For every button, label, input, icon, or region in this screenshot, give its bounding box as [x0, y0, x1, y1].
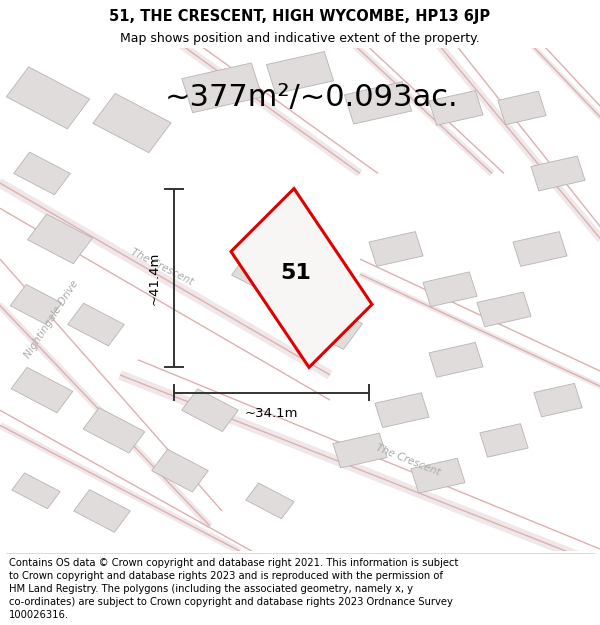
- Polygon shape: [14, 152, 70, 195]
- Polygon shape: [152, 449, 208, 492]
- Polygon shape: [10, 284, 62, 324]
- Polygon shape: [344, 82, 412, 124]
- Text: HM Land Registry. The polygons (including the associated geometry, namely x, y: HM Land Registry. The polygons (includin…: [9, 584, 413, 594]
- Polygon shape: [28, 214, 92, 264]
- Polygon shape: [7, 67, 89, 129]
- Text: The Crescent: The Crescent: [129, 247, 195, 287]
- Polygon shape: [231, 189, 372, 368]
- Text: ~377m²/~0.093ac.: ~377m²/~0.093ac.: [165, 82, 459, 112]
- Polygon shape: [11, 368, 73, 413]
- Polygon shape: [411, 458, 465, 493]
- Text: Map shows position and indicative extent of the property.: Map shows position and indicative extent…: [120, 32, 480, 45]
- Text: to Crown copyright and database rights 2023 and is reproduced with the permissio: to Crown copyright and database rights 2…: [9, 571, 443, 581]
- Polygon shape: [498, 91, 546, 124]
- Polygon shape: [369, 232, 423, 266]
- Polygon shape: [298, 300, 362, 349]
- Polygon shape: [513, 232, 567, 266]
- Polygon shape: [429, 91, 483, 126]
- Polygon shape: [83, 408, 145, 453]
- Polygon shape: [477, 292, 531, 327]
- Polygon shape: [232, 249, 296, 299]
- Polygon shape: [182, 63, 262, 112]
- Text: Contains OS data © Crown copyright and database right 2021. This information is : Contains OS data © Crown copyright and d…: [9, 558, 458, 568]
- Polygon shape: [93, 93, 171, 152]
- Text: Nightingale Drive: Nightingale Drive: [22, 279, 80, 360]
- Polygon shape: [429, 342, 483, 377]
- Polygon shape: [68, 303, 124, 346]
- Text: ~41.4m: ~41.4m: [148, 251, 161, 304]
- Text: 51, THE CRESCENT, HIGH WYCOMBE, HP13 6JP: 51, THE CRESCENT, HIGH WYCOMBE, HP13 6JP: [109, 9, 491, 24]
- Polygon shape: [423, 272, 477, 307]
- Polygon shape: [266, 52, 334, 94]
- Polygon shape: [74, 489, 130, 532]
- Polygon shape: [375, 393, 429, 428]
- Text: ~34.1m: ~34.1m: [245, 407, 298, 419]
- Text: 51: 51: [280, 263, 311, 283]
- Text: 100026316.: 100026316.: [9, 609, 69, 619]
- Polygon shape: [246, 483, 294, 519]
- Text: The Crescent: The Crescent: [374, 443, 442, 478]
- Polygon shape: [182, 389, 238, 431]
- Polygon shape: [333, 433, 387, 468]
- Polygon shape: [12, 473, 60, 509]
- Polygon shape: [534, 383, 582, 417]
- Polygon shape: [480, 424, 528, 457]
- Text: co-ordinates) are subject to Crown copyright and database rights 2023 Ordnance S: co-ordinates) are subject to Crown copyr…: [9, 597, 453, 607]
- Polygon shape: [531, 156, 585, 191]
